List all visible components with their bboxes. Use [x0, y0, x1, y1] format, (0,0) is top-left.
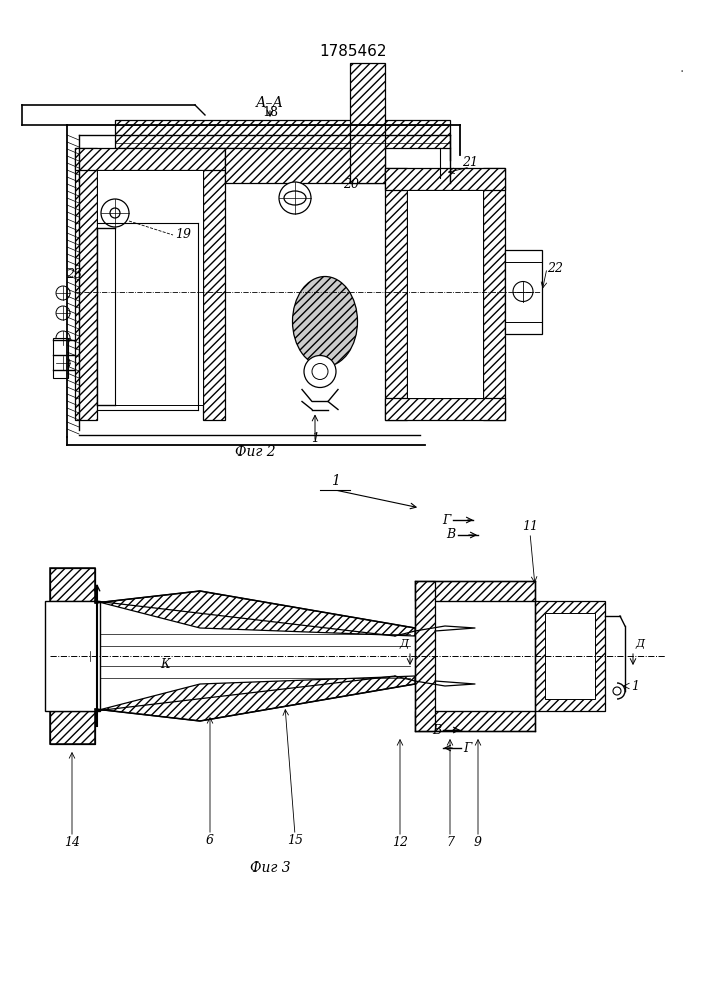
Bar: [50, 568, 95, 603]
Circle shape: [56, 306, 70, 320]
Bar: [350, 63, 385, 183]
Bar: [225, 148, 385, 183]
Text: Г: Г: [442, 514, 450, 526]
Ellipse shape: [284, 191, 306, 205]
Text: Д: Д: [399, 639, 408, 649]
Text: 14: 14: [64, 836, 80, 848]
Text: 1: 1: [331, 474, 339, 488]
Text: 12: 12: [392, 836, 408, 848]
Bar: [385, 168, 505, 190]
Bar: [545, 613, 595, 699]
Text: 18: 18: [262, 105, 278, 118]
Text: 7: 7: [446, 836, 454, 848]
Circle shape: [56, 356, 70, 370]
Bar: [407, 190, 483, 398]
Text: 11: 11: [522, 520, 538, 534]
Bar: [45, 601, 100, 711]
Bar: [75, 148, 97, 420]
Circle shape: [56, 331, 70, 345]
Text: К: К: [160, 658, 170, 670]
Polygon shape: [95, 676, 415, 721]
Text: 6: 6: [206, 834, 214, 846]
Text: Д: Д: [635, 639, 644, 649]
Text: 1: 1: [311, 432, 319, 444]
Circle shape: [304, 356, 336, 387]
Bar: [483, 168, 505, 420]
Text: А–А: А–А: [256, 96, 284, 110]
Text: В: В: [432, 724, 441, 736]
Bar: [535, 601, 605, 711]
Bar: [415, 711, 535, 731]
Bar: [505, 249, 542, 334]
Text: 1: 1: [631, 680, 639, 692]
Text: Фиг 3: Фиг 3: [250, 861, 291, 875]
Bar: [415, 581, 535, 601]
Text: 21: 21: [462, 155, 478, 168]
Text: 20: 20: [343, 178, 359, 192]
Bar: [385, 168, 407, 420]
Text: 15: 15: [287, 834, 303, 846]
Bar: [53, 338, 68, 378]
Bar: [97, 170, 203, 405]
Text: В: В: [446, 528, 455, 542]
Text: 22: 22: [547, 261, 563, 274]
Circle shape: [110, 208, 120, 218]
Bar: [50, 709, 95, 744]
Circle shape: [513, 282, 533, 302]
Ellipse shape: [293, 276, 358, 366]
Bar: [115, 120, 450, 148]
Text: Г: Г: [463, 742, 472, 754]
Text: 1785462: 1785462: [320, 44, 387, 60]
Bar: [50, 568, 95, 744]
Circle shape: [101, 199, 129, 227]
Text: 19: 19: [175, 229, 191, 241]
Bar: [385, 398, 505, 420]
Bar: [415, 581, 435, 731]
Polygon shape: [95, 591, 415, 636]
Circle shape: [56, 286, 70, 300]
Circle shape: [312, 363, 328, 379]
Text: Фиг 2: Фиг 2: [235, 445, 275, 459]
Bar: [50, 601, 95, 711]
Bar: [203, 148, 225, 420]
Bar: [75, 148, 225, 170]
Circle shape: [279, 182, 311, 214]
Text: ·: ·: [680, 65, 684, 79]
Text: 23: 23: [66, 268, 82, 282]
Text: 9: 9: [474, 836, 482, 848]
